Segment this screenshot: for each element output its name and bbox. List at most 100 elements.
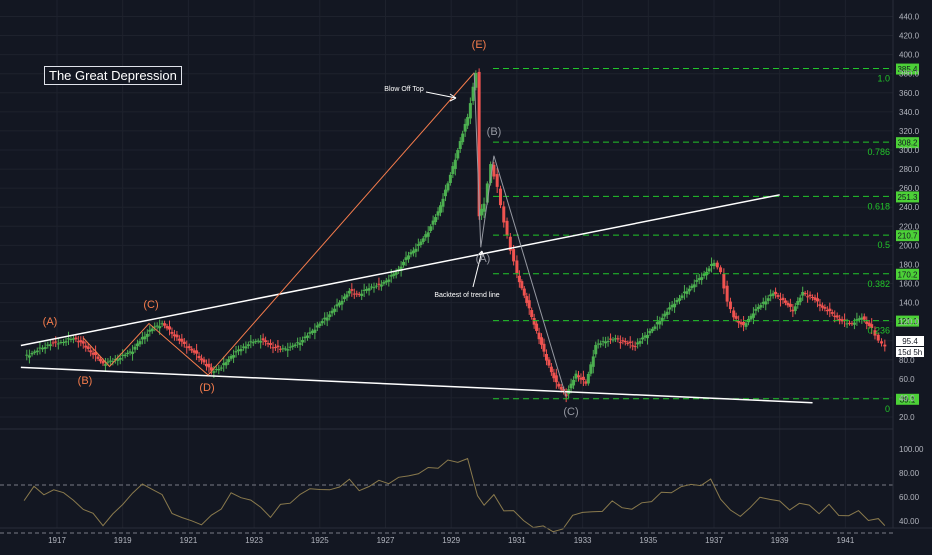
oscillator-line [23,457,886,533]
candle-body [135,343,139,347]
candle-body [840,319,844,322]
candle-body [379,284,383,287]
candle-body [155,325,159,327]
candle-body [394,272,398,275]
candle-body [62,342,66,344]
blow-off-arrow-head [449,93,457,102]
candle-body [687,288,691,292]
candle-body [384,280,388,283]
candle-body [732,310,736,318]
candle-body [574,373,578,379]
candle-body [466,117,470,126]
candle-body [754,308,758,311]
candle-body [190,348,194,351]
candle-body [56,343,60,345]
candle-body [229,355,233,359]
candle-body [434,217,438,223]
candle-body [833,315,837,317]
backtest-arrow-head [476,250,485,258]
candle-body [786,302,790,306]
candle-body [522,288,526,296]
candle-body [636,342,640,345]
candle-body [138,341,142,345]
candle-body [456,150,460,159]
candle-body [611,339,615,341]
candle-body [64,341,68,343]
candle-body [355,293,359,295]
fib-ratio-label: 1.0 [877,74,890,84]
candle-body [140,336,144,340]
candle-body [761,301,765,304]
candle-body [552,372,556,379]
y-tick-label: 180.0 [899,260,920,269]
fib-price-label: 121.1 [897,317,918,326]
candle-body [665,311,669,316]
candle-body [616,338,620,340]
candle-body [133,346,137,350]
candle-body [596,343,600,345]
candle-body [254,341,258,343]
candle-body [259,340,263,343]
candle-body [749,315,753,320]
candle-body [121,354,125,356]
fib-layer: 1.0 385.4 0.786 308.2 0.618 251.3 0.5 210.7 0.38… [493,63,919,414]
candle-body [227,359,231,363]
candle-body [296,342,300,344]
candle-body [628,341,632,344]
candle-body [798,297,802,303]
fib-price-label: 308.2 [897,139,918,148]
y-tick-label: 380.0 [899,70,920,79]
candle-body [850,323,854,325]
osc-tick-label: 40.00 [899,517,920,526]
candle-body [547,359,551,366]
candle-body [106,361,110,363]
candle-body [367,288,371,291]
y-tick-label: 340.0 [899,108,920,117]
candle-body [399,266,403,272]
candle-body [586,373,590,384]
candle-body [350,289,354,291]
candle-body [852,322,856,325]
candle-body [722,273,726,289]
candle-body [638,341,642,344]
candle-body [788,303,792,307]
candle-body [241,346,245,348]
candle-body [377,283,381,285]
candle-body [527,300,531,309]
candle-body [876,334,880,341]
candle-body [835,315,839,318]
candle-body [554,375,558,383]
candle-body [793,306,797,311]
candle-body [485,183,489,203]
candle-body [645,334,649,339]
wave-label-wave_a1: (A) [43,316,58,328]
y-tick-label: 40.0 [899,394,915,403]
x-tick-label: 1927 [377,536,395,545]
candle-body [33,351,37,353]
candle-body [212,371,216,373]
candle-body [771,293,775,296]
candle-body [562,389,566,393]
fib-ratio-label: 0.5 [877,240,890,250]
candle-body [461,133,465,143]
trend-layer [20,72,813,404]
candle-body [182,341,186,344]
candle-body [298,342,302,346]
candle-body [618,342,622,344]
candle-body [830,312,834,314]
label-layer: (A) (B) (C) (D) (E) (B) (A) (C) Blow Off Top Back… [43,39,579,418]
wave-label-wave_d1: (D) [199,382,214,394]
candle-body [187,346,191,349]
x-tick-label: 1939 [771,536,789,545]
candle-body [330,310,334,314]
candle-body [170,331,174,334]
candle-body [604,341,608,344]
y-tick-label: 220.0 [899,222,920,231]
x-tick-label: 1923 [245,536,263,545]
y-tick-label: 240.0 [899,203,920,212]
candle-body [584,381,588,384]
candle-body [158,326,162,329]
timer-label: 15d 5h [898,348,922,357]
osc-tick-label: 100.00 [899,445,924,454]
